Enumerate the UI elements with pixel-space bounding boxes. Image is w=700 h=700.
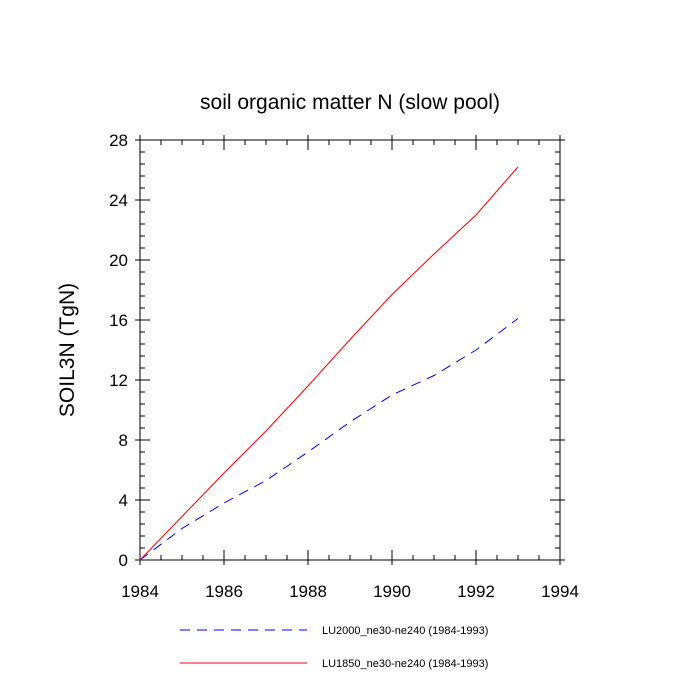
y-tick-label: 16 xyxy=(109,311,128,330)
axis-ticks xyxy=(135,135,565,565)
x-tick-label: 1992 xyxy=(457,582,495,601)
x-tick-label: 1986 xyxy=(205,582,243,601)
legend-label-2: LU1850_ne30-ne240 (1984-1993) xyxy=(322,658,488,670)
y-tick-label: 12 xyxy=(109,371,128,390)
legend: LU2000_ne30-ne240 (1984-1993) LU1850_ne30… xyxy=(180,625,488,670)
plot-frame xyxy=(139,139,561,561)
x-tick-label: 1988 xyxy=(289,582,327,601)
y-tick-label: 20 xyxy=(109,251,128,270)
axis-tick-labels: 1984 1986 1988 1990 1992 1994 0 4 8 12 16 20 24 28 xyxy=(109,131,579,601)
series-line-2 xyxy=(139,166,519,561)
y-tick-label: 4 xyxy=(119,491,128,510)
legend-label-1: LU2000_ne30-ne240 (1984-1993) xyxy=(322,625,488,637)
y-tick-label: 28 xyxy=(109,131,128,150)
y-tick-label: 0 xyxy=(119,551,128,570)
y-axis-label: SOIL3N (TgN) xyxy=(56,283,79,417)
series-line-1 xyxy=(139,318,519,561)
y-tick-label: 24 xyxy=(109,191,128,210)
chart-title: soil organic matter N (slow pool) xyxy=(200,91,500,114)
x-tick-label: 1984 xyxy=(121,582,159,601)
series-lines xyxy=(139,166,519,561)
x-tick-label: 1990 xyxy=(373,582,411,601)
y-tick-label: 8 xyxy=(119,431,128,450)
x-tick-label: 1994 xyxy=(541,582,579,601)
